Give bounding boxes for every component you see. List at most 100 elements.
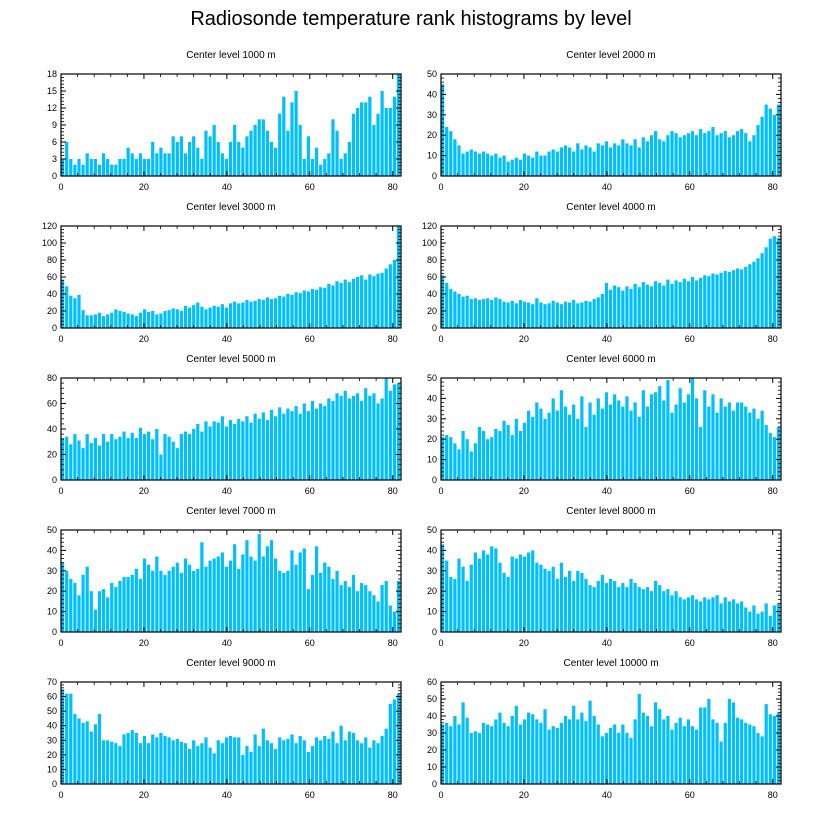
histogram-bar <box>592 151 596 176</box>
histogram-bar <box>278 295 282 328</box>
histogram-bar <box>89 591 93 632</box>
histogram-bar <box>106 597 110 632</box>
histogram-bar <box>707 699 711 784</box>
histogram-bar <box>658 709 662 784</box>
histogram-bar <box>355 740 360 784</box>
histogram-bar <box>233 544 237 632</box>
histogram-bar <box>269 142 274 176</box>
histogram-bar <box>167 737 171 784</box>
histogram-bar <box>563 406 568 480</box>
histogram-bar <box>670 283 674 328</box>
histogram-bar <box>588 700 592 784</box>
histogram-bar <box>257 534 261 632</box>
histogram-bar <box>388 108 392 176</box>
histogram-bar <box>592 414 596 480</box>
histogram-bar <box>694 280 699 328</box>
histogram-bar <box>314 147 319 176</box>
histogram-bar <box>449 288 453 328</box>
panel-title: Center level 5000 m <box>186 354 276 365</box>
histogram-bar <box>514 558 518 632</box>
histogram-bar <box>290 411 294 480</box>
y-tick-label: 0 <box>432 171 437 181</box>
histogram-bar <box>364 388 368 480</box>
histogram-bar <box>81 310 85 328</box>
histogram-bar <box>715 722 719 784</box>
histogram-bar <box>286 130 290 176</box>
histogram-bar <box>625 733 629 784</box>
histogram-panel: Center level 9000 m 0 10 20 30 40 50 60 70 0 20 40 6… <box>47 658 402 800</box>
histogram-bar <box>527 712 531 784</box>
histogram-bar <box>682 726 686 784</box>
histogram-bar <box>580 572 584 632</box>
histogram-bar <box>522 422 527 480</box>
histogram-bar <box>699 426 703 480</box>
histogram-bar <box>282 96 286 176</box>
histogram-bar <box>625 143 629 176</box>
histogram-bar <box>490 726 494 784</box>
histogram-bar <box>527 410 531 480</box>
histogram-bar <box>596 143 600 176</box>
histogram-plot: 0 20 40 60 80 100 120 0 20 40 60 80 <box>422 221 782 344</box>
histogram-bar <box>163 434 167 480</box>
x-tick-label: 40 <box>602 486 612 496</box>
histogram-bar <box>584 721 588 784</box>
histogram-bar <box>233 301 237 328</box>
y-tick-label: 0 <box>52 171 57 181</box>
histogram-bar <box>707 131 711 176</box>
histogram-bar <box>114 587 118 632</box>
histogram-bar <box>130 574 134 632</box>
histogram-bar <box>473 552 477 632</box>
histogram-bar <box>645 406 650 480</box>
y-tick-label: 20 <box>427 306 437 316</box>
histogram-bar <box>772 605 777 632</box>
histogram-bar <box>212 305 216 328</box>
histogram-bar <box>445 435 449 480</box>
histogram-bar <box>77 440 81 480</box>
histogram-bar <box>81 722 85 784</box>
histogram-bar <box>114 743 118 784</box>
histogram-bar <box>327 283 331 328</box>
histogram-bar <box>604 141 609 176</box>
histogram-bar <box>314 546 319 632</box>
histogram-bar <box>327 566 331 632</box>
y-tick-label: 20 <box>427 586 437 596</box>
histogram-bar <box>138 743 143 784</box>
histogram-bar <box>735 131 740 176</box>
histogram-bar <box>592 299 596 328</box>
histogram-bar <box>715 274 719 328</box>
y-tick-label: 30 <box>427 110 437 120</box>
histogram-bar <box>249 422 253 481</box>
histogram-bar <box>621 724 625 784</box>
histogram-bar <box>576 719 580 784</box>
y-tick-label: 0 <box>432 779 437 789</box>
histogram-bar <box>241 421 245 480</box>
histogram-bar <box>220 153 224 176</box>
y-tick-label: 0 <box>52 475 57 485</box>
histogram-bar <box>764 247 768 328</box>
histogram-bar <box>347 282 351 328</box>
histogram-bar <box>151 311 155 328</box>
histogram-bar <box>196 147 200 176</box>
histogram-bar <box>376 113 380 176</box>
histogram-bar <box>159 570 163 632</box>
histogram-bar <box>654 131 658 176</box>
histogram-bar <box>723 131 727 176</box>
histogram-bar <box>674 280 678 328</box>
histogram-bar <box>694 135 699 176</box>
histogram-bar <box>355 591 360 632</box>
histogram-bar <box>461 702 465 784</box>
histogram-bar <box>723 722 727 784</box>
histogram-bar <box>481 151 486 176</box>
histogram-bar <box>183 305 188 328</box>
histogram-bar <box>625 587 629 632</box>
y-tick-label: 50 <box>427 69 437 79</box>
histogram-bar <box>723 271 727 328</box>
y-tick-label: 80 <box>427 255 437 265</box>
histogram-bar <box>265 740 270 784</box>
histogram-bar <box>85 315 89 328</box>
histogram-bar <box>535 719 539 784</box>
histogram-plot: 0 10 20 30 40 50 0 20 40 60 80 <box>427 69 782 192</box>
y-tick-label: 0 <box>432 627 437 637</box>
histogram-bar <box>637 287 641 328</box>
histogram-bar <box>122 431 126 480</box>
